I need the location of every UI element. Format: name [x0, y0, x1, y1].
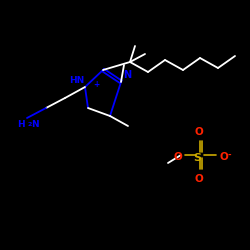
- Text: O: O: [219, 152, 228, 162]
- Text: 2: 2: [27, 122, 32, 127]
- Text: N: N: [31, 120, 38, 129]
- Text: O: O: [194, 127, 203, 137]
- Text: O: O: [173, 152, 182, 162]
- Text: N: N: [123, 70, 131, 80]
- Text: +: +: [93, 80, 99, 89]
- Text: -: -: [227, 151, 230, 160]
- Text: HN: HN: [69, 76, 84, 85]
- Text: H: H: [18, 120, 25, 129]
- Text: S: S: [193, 153, 201, 163]
- Text: O: O: [194, 174, 203, 184]
